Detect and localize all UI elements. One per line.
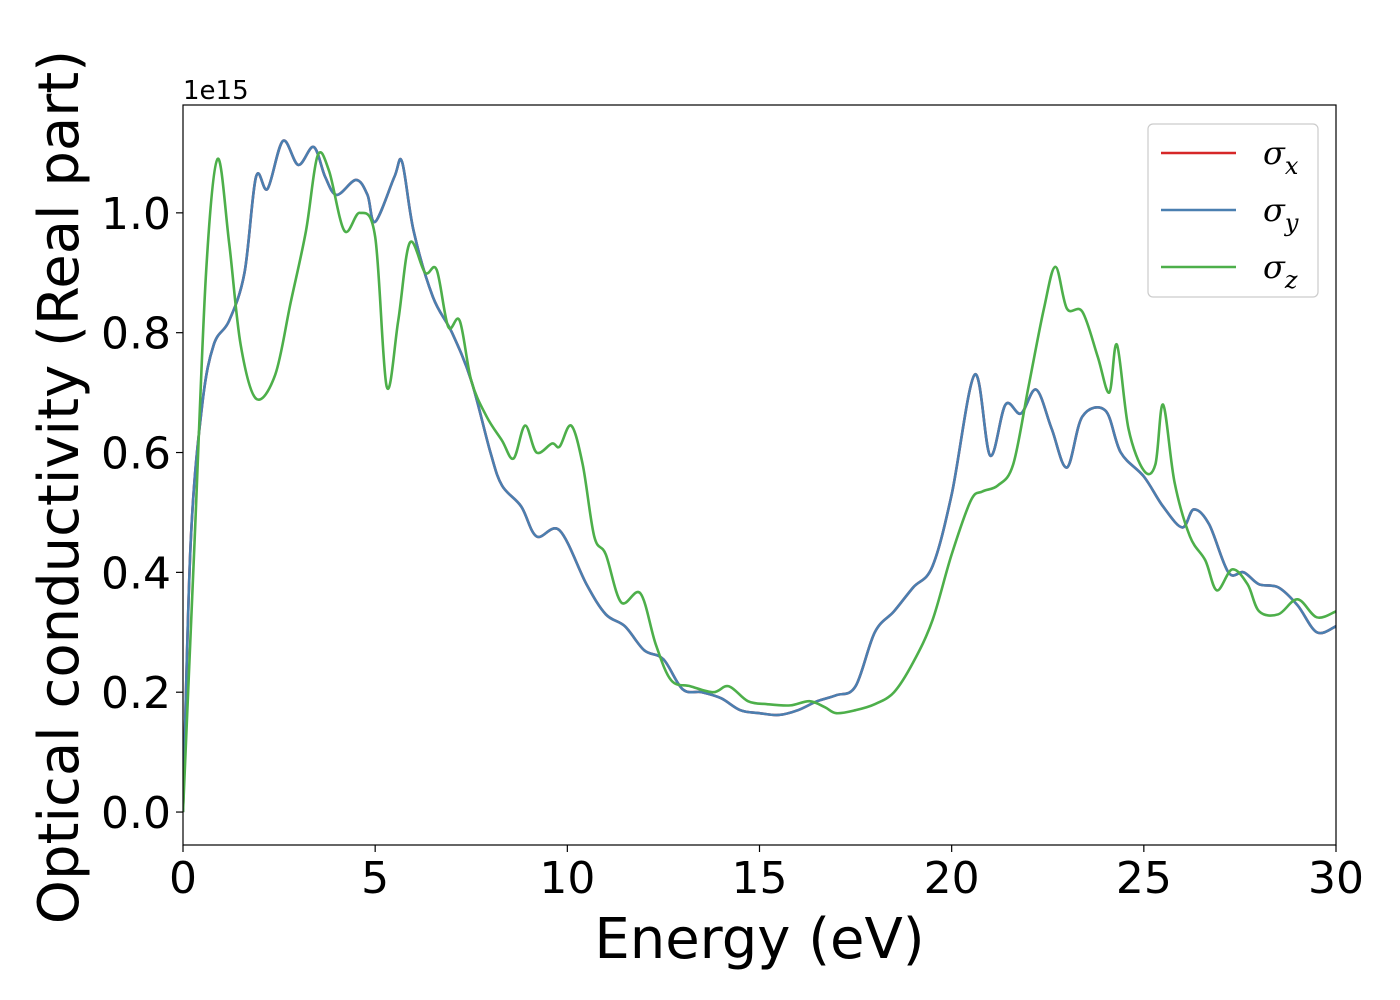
x-tick-label: 5 bbox=[361, 853, 389, 904]
x-axis-title: Energy (eV) bbox=[594, 907, 924, 972]
y-tick-label: 1.0 bbox=[101, 189, 171, 240]
x-tick-label: 20 bbox=[924, 853, 980, 904]
x-tick-label: 10 bbox=[539, 853, 595, 904]
y-tick-label: 0.2 bbox=[101, 668, 171, 719]
y-axis-ticks: 0.0 0.2 0.4 0.6 0.8 1.0 bbox=[101, 189, 183, 839]
x-axis-ticks: 0 5 10 15 20 25 30 bbox=[169, 845, 1364, 904]
y-tick-label: 0.8 bbox=[101, 309, 171, 360]
x-tick-label: 30 bbox=[1308, 853, 1364, 904]
x-tick-label: 0 bbox=[169, 853, 197, 904]
series-line-sigma-z bbox=[183, 151, 1336, 813]
x-tick-label: 15 bbox=[732, 853, 788, 904]
y-tick-label: 0.0 bbox=[101, 788, 171, 839]
x-tick-label: 25 bbox=[1116, 853, 1172, 904]
y-tick-label: 0.6 bbox=[101, 429, 171, 480]
series-line-sigma-y bbox=[183, 139, 1336, 813]
y-axis-title: Optical conductivity (Real part) bbox=[27, 50, 92, 924]
y-tick-label: 0.4 bbox=[101, 548, 171, 599]
plot-lines bbox=[183, 139, 1336, 813]
y-offset-label: 1e15 bbox=[183, 76, 249, 106]
